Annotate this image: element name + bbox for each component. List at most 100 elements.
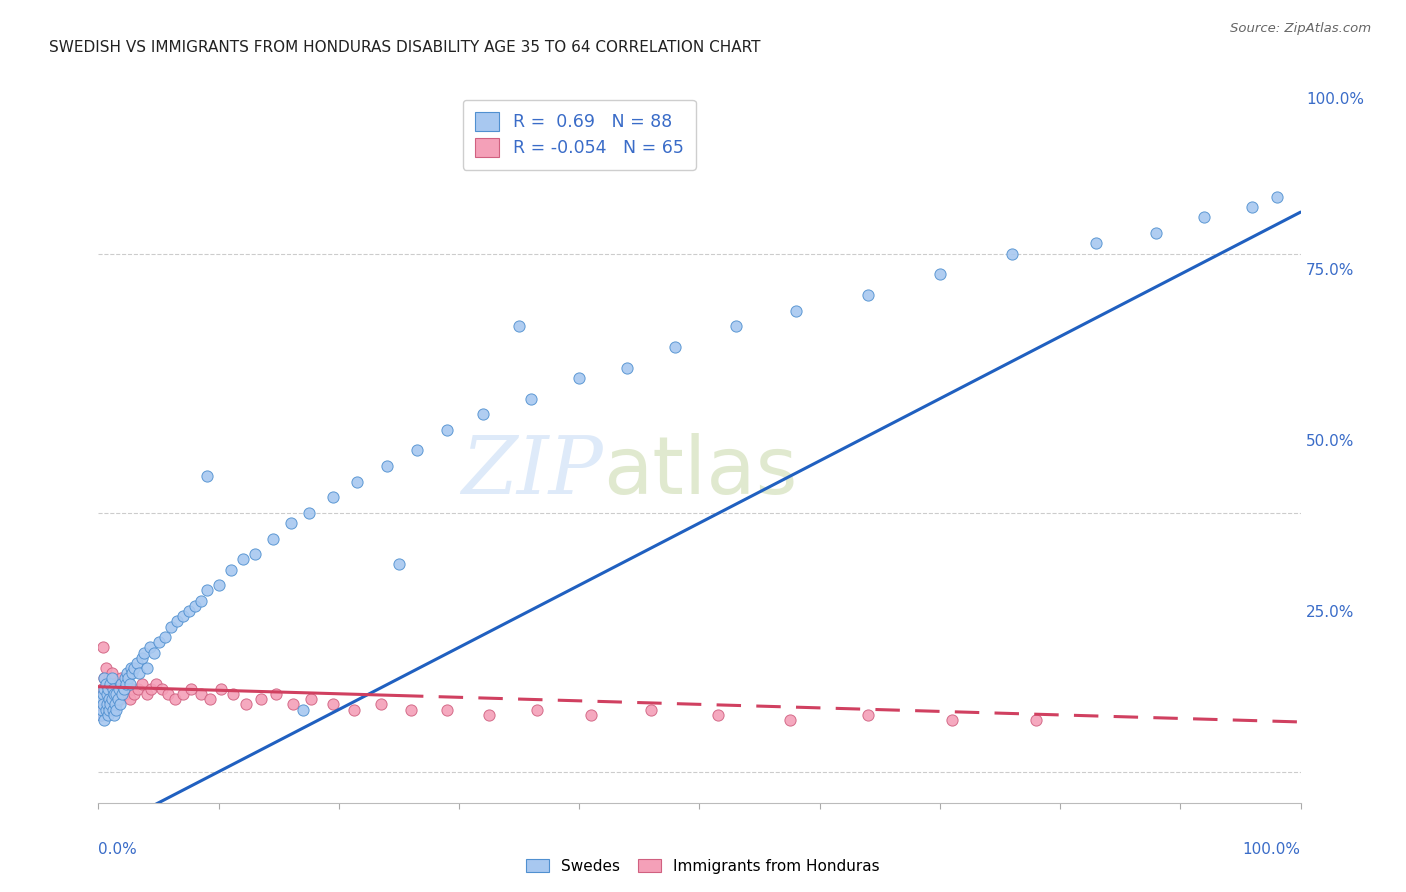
Point bbox=[166, 615, 188, 629]
Point bbox=[108, 692, 131, 706]
Point bbox=[98, 698, 121, 712]
Point bbox=[93, 672, 115, 686]
Point bbox=[283, 698, 305, 712]
Point bbox=[208, 578, 231, 592]
Point bbox=[370, 698, 392, 712]
Point bbox=[98, 672, 121, 686]
Point bbox=[375, 458, 398, 473]
Point bbox=[93, 713, 115, 727]
Point bbox=[200, 692, 222, 706]
Point bbox=[125, 656, 148, 670]
Point bbox=[139, 640, 162, 655]
Point bbox=[346, 475, 368, 489]
Point bbox=[111, 681, 134, 696]
Point bbox=[120, 661, 142, 675]
Point bbox=[472, 407, 495, 421]
Point bbox=[101, 681, 124, 696]
Point bbox=[941, 713, 963, 727]
Point bbox=[928, 268, 950, 282]
Point bbox=[107, 681, 129, 696]
Point bbox=[664, 340, 686, 354]
Point bbox=[103, 707, 125, 722]
Point bbox=[97, 687, 120, 701]
Text: SWEDISH VS IMMIGRANTS FROM HONDURAS DISABILITY AGE 35 TO 64 CORRELATION CHART: SWEDISH VS IMMIGRANTS FROM HONDURAS DISA… bbox=[49, 40, 761, 55]
Point bbox=[177, 604, 200, 618]
Point bbox=[195, 469, 218, 483]
Point bbox=[100, 681, 122, 696]
Point bbox=[148, 635, 170, 649]
Point bbox=[124, 661, 146, 675]
Point bbox=[299, 692, 322, 706]
Point bbox=[526, 702, 548, 716]
Point bbox=[91, 687, 114, 701]
Point bbox=[1025, 713, 1047, 727]
Point bbox=[100, 692, 122, 706]
Point bbox=[91, 692, 114, 706]
Point bbox=[115, 676, 138, 690]
Point bbox=[135, 687, 157, 701]
Point bbox=[142, 646, 165, 660]
Point bbox=[1194, 211, 1216, 225]
Point bbox=[640, 702, 662, 716]
Point bbox=[141, 681, 163, 696]
Point bbox=[1144, 226, 1167, 240]
Point bbox=[856, 288, 879, 302]
Text: 0.0%: 0.0% bbox=[98, 841, 138, 856]
Point bbox=[103, 687, 125, 701]
Point bbox=[779, 713, 801, 727]
Point bbox=[262, 532, 284, 546]
Point bbox=[581, 707, 603, 722]
Point bbox=[127, 681, 149, 696]
Point bbox=[291, 702, 314, 716]
Point bbox=[118, 676, 141, 690]
Point bbox=[104, 687, 127, 701]
Point bbox=[90, 707, 112, 722]
Point bbox=[232, 552, 254, 566]
Point bbox=[97, 681, 120, 696]
Point bbox=[298, 506, 321, 520]
Point bbox=[117, 676, 139, 690]
Point bbox=[108, 681, 131, 696]
Point bbox=[101, 702, 124, 716]
Point bbox=[399, 702, 422, 716]
Point bbox=[121, 681, 143, 696]
Point bbox=[93, 672, 115, 686]
Point bbox=[1265, 189, 1288, 203]
Text: 100.0%: 100.0% bbox=[1243, 841, 1301, 856]
Point bbox=[568, 371, 591, 385]
Point bbox=[153, 630, 176, 644]
Point bbox=[1241, 200, 1264, 214]
Point bbox=[222, 687, 245, 701]
Point bbox=[180, 681, 202, 696]
Point bbox=[150, 681, 173, 696]
Point bbox=[478, 707, 501, 722]
Point bbox=[104, 698, 127, 712]
Point bbox=[97, 707, 120, 722]
Point bbox=[100, 692, 122, 706]
Point bbox=[706, 707, 728, 722]
Point bbox=[114, 687, 136, 701]
Point bbox=[98, 692, 121, 706]
Point bbox=[94, 702, 117, 716]
Point bbox=[108, 676, 131, 690]
Point bbox=[131, 676, 153, 690]
Point bbox=[100, 676, 122, 690]
Point bbox=[343, 702, 366, 716]
Legend: Swedes, Immigrants from Honduras: Swedes, Immigrants from Honduras bbox=[520, 853, 886, 880]
Point bbox=[96, 698, 118, 712]
Point bbox=[103, 692, 125, 706]
Point bbox=[91, 702, 114, 716]
Point bbox=[219, 563, 242, 577]
Point bbox=[172, 687, 194, 701]
Point bbox=[131, 650, 153, 665]
Point bbox=[508, 319, 530, 334]
Point bbox=[105, 687, 128, 701]
Point bbox=[159, 619, 181, 633]
Point bbox=[436, 702, 458, 716]
Point bbox=[724, 319, 747, 334]
Point bbox=[111, 687, 134, 701]
Point bbox=[1085, 236, 1108, 251]
Point bbox=[94, 692, 117, 706]
Point bbox=[406, 443, 429, 458]
Text: ZIP: ZIP bbox=[461, 433, 603, 510]
